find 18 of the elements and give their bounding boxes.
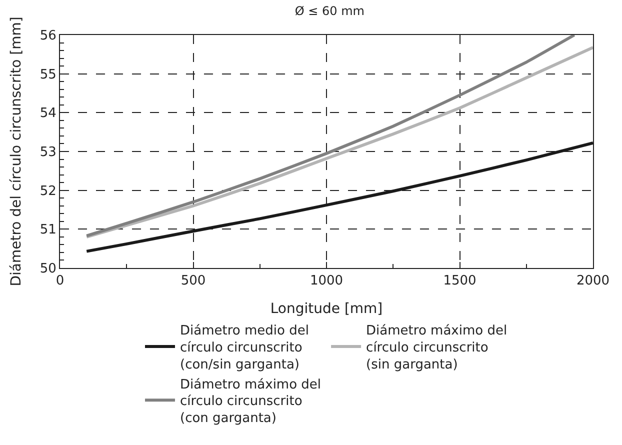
legend-label: Diámetro medio del círculo circunscrito (con/sin garganta) [180, 324, 309, 372]
y-axis-title: Diámetro del círculo circunscrito [mm] [8, 16, 24, 286]
y-tick-label: 52 [40, 184, 56, 199]
y-tick-label: 56 [40, 28, 56, 44]
legend-label: Diámetro máximo del círculo circunscrito (sin garganta) [366, 324, 508, 372]
y-tick-label: 50 [40, 262, 56, 277]
x-tick-label: 1500 [443, 274, 476, 289]
x-tick-label: 2000 [576, 274, 610, 289]
x-tick-label: 1000 [310, 274, 344, 289]
y-tick-label: 53 [40, 145, 56, 160]
y-tick-label: 51 [40, 222, 56, 238]
x-tick-label: 500 [180, 274, 206, 289]
x-tick-label: 0 [56, 274, 64, 289]
y-tick-label: 55 [40, 67, 56, 82]
legend-label: Diámetro máximo del círculo circunscrito (con garganta) [180, 377, 322, 426]
chart-title: Ø ≤ 60 mm [294, 4, 364, 18]
y-tick-label: 54 [40, 106, 56, 122]
x-axis-title: Longitude [mm] [270, 300, 383, 317]
